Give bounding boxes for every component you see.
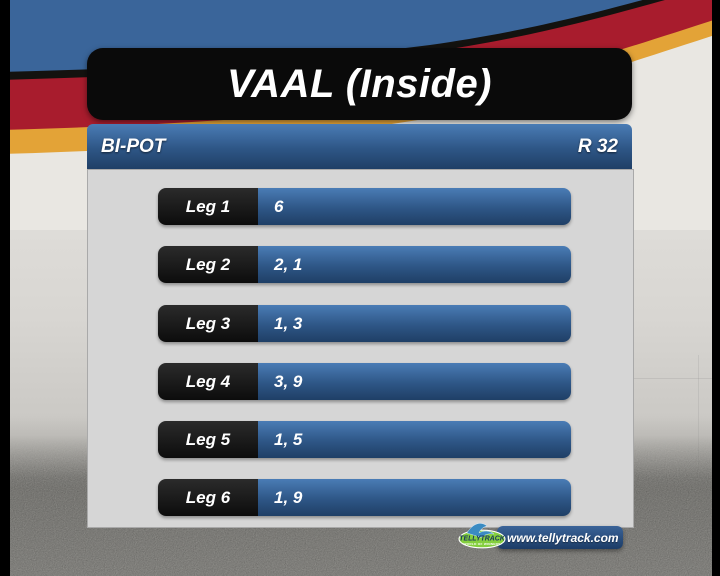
svg-text:WORLD OF WINNERS: WORLD OF WINNERS bbox=[463, 542, 500, 546]
